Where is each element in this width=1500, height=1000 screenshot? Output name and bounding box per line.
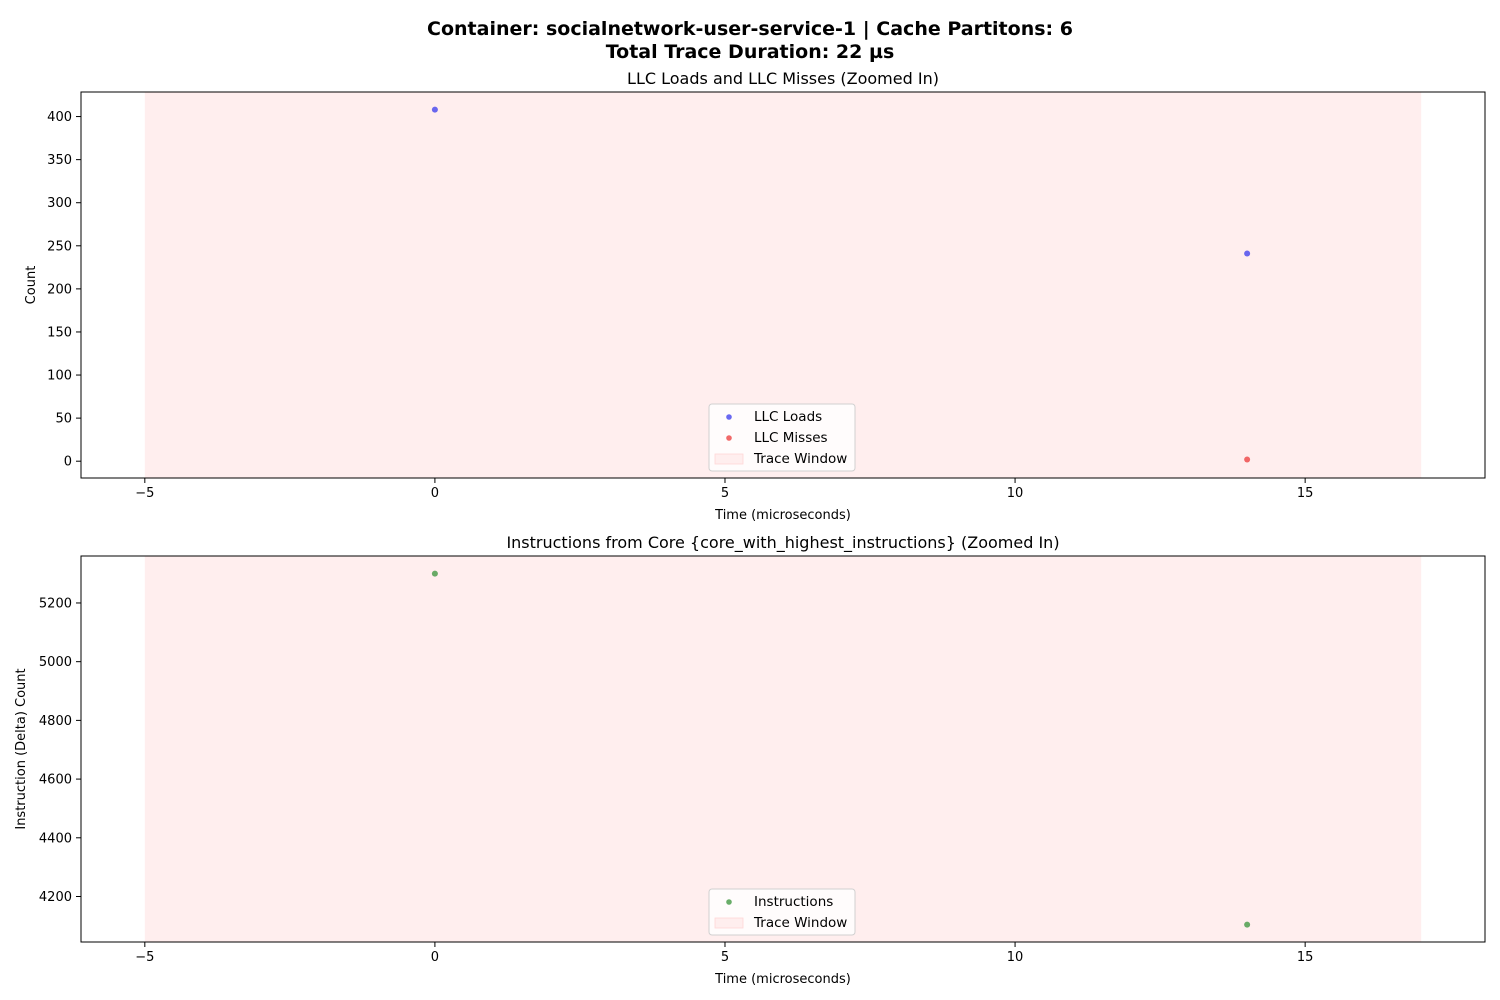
x-tick-label: 15 [1297, 950, 1314, 965]
legend-marker [726, 435, 732, 441]
legend-marker [726, 414, 732, 420]
y-tick-label: 4200 [39, 890, 72, 905]
x-axis-label: Time (microseconds) [714, 508, 851, 523]
figure-title-line1: Container: socialnetwork-user-service-1 … [427, 18, 1073, 40]
y-axis-label: Instruction (Delta) Count [14, 668, 29, 829]
data-point-instructions [431, 570, 438, 577]
data-point-llc-loads [1244, 250, 1251, 257]
legend-label: LLC Misses [754, 430, 828, 446]
legend-label: LLC Loads [754, 409, 822, 425]
y-tick-label: 200 [47, 282, 72, 297]
x-tick-label: −5 [135, 486, 154, 501]
y-tick-label: 5000 [39, 655, 72, 670]
data-point-llc-loads [431, 106, 438, 113]
y-tick-label: 4400 [39, 831, 72, 846]
legend-box [708, 403, 856, 472]
y-tick-label: 4600 [39, 773, 72, 788]
figure-title-line2: Total Trace Duration: 22 µs [606, 41, 895, 63]
y-tick-label: 400 [47, 110, 72, 125]
x-tick-label: 10 [1007, 486, 1024, 501]
legend-box [708, 888, 856, 936]
axes-title: LLC Loads and LLC Misses (Zoomed In) [627, 69, 939, 88]
x-axis-label: Time (microseconds) [714, 972, 851, 987]
x-tick-label: −5 [135, 950, 154, 965]
trace-window-span [144, 556, 1422, 942]
legend-trace-swatch [714, 453, 744, 465]
legend-marker [726, 899, 732, 905]
axes-frame [80, 555, 1486, 943]
x-tick-label: 5 [721, 486, 729, 501]
y-tick-label: 0 [64, 455, 72, 470]
instructions-chart-panel: −5 0 5 10 15 4200 4400 4600 4800 5000 5200 Instruct… [14, 533, 1486, 987]
y-tick-label: 150 [47, 325, 72, 340]
y-axis-label: Count [24, 266, 39, 305]
y-tick-label: 300 [47, 196, 72, 211]
legend-label: Trace Window [753, 915, 847, 931]
legend-label: Instructions [754, 894, 833, 910]
data-point-llc-misses [1244, 456, 1251, 463]
axes-frame [80, 91, 1486, 479]
y-tick-label: 250 [47, 239, 72, 254]
legend-trace-swatch [714, 917, 744, 929]
legend-label: Trace Window [753, 451, 847, 467]
x-tick-label: 10 [1007, 950, 1024, 965]
y-tick-label: 350 [47, 153, 72, 168]
axes-title: Instructions from Core {core_with_highes… [506, 533, 1059, 553]
data-point-instructions [1244, 921, 1251, 928]
y-tick-label: 50 [55, 412, 72, 427]
x-tick-label: 0 [431, 950, 439, 965]
x-tick-label: 5 [721, 950, 729, 965]
x-tick-label: 0 [431, 486, 439, 501]
y-tick-label: 100 [47, 369, 72, 384]
x-tick-label: 15 [1297, 486, 1314, 501]
y-tick-label: 5200 [39, 596, 72, 611]
y-tick-label: 4800 [39, 714, 72, 729]
